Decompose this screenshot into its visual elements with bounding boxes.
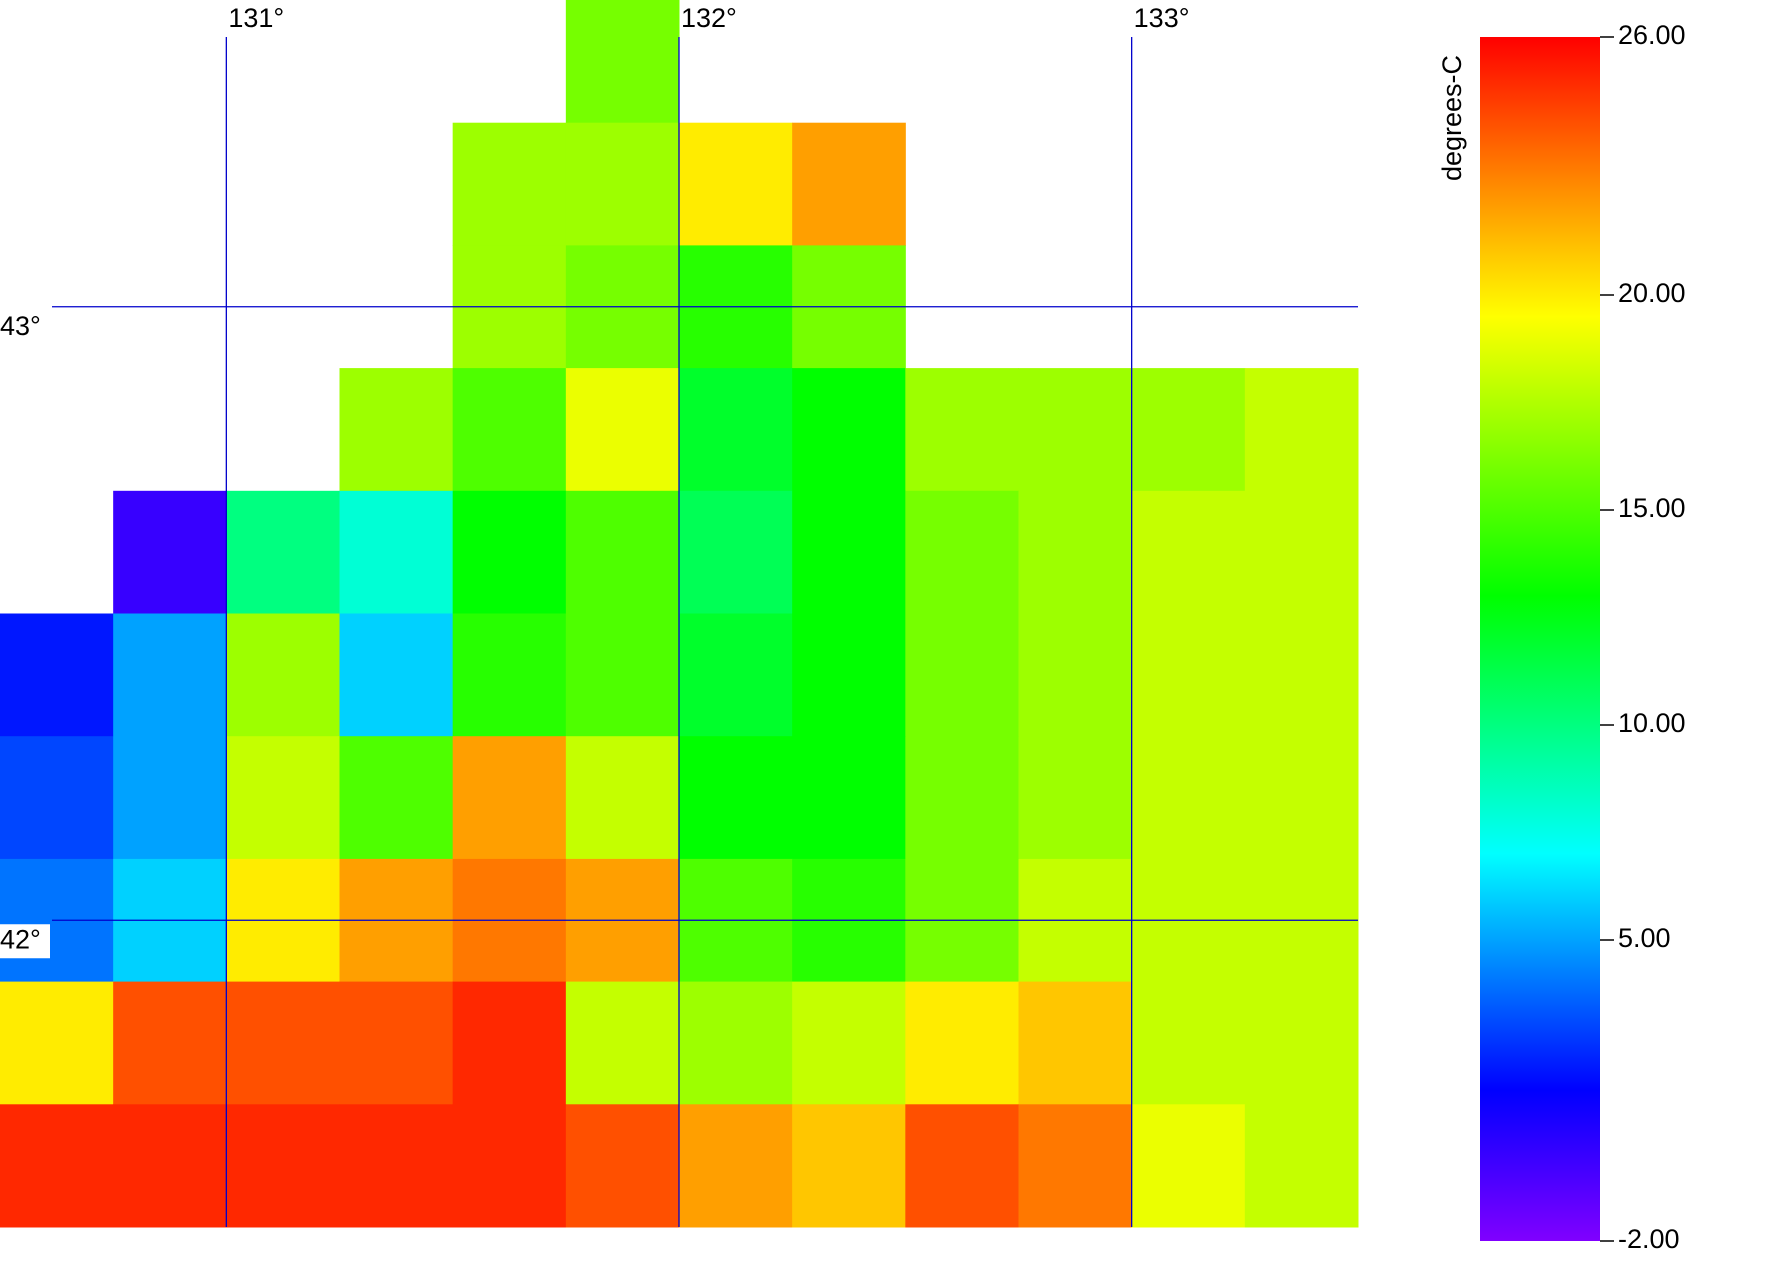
sst-cell [1131,981,1246,1105]
sst-cell [113,981,227,1105]
sst-field [0,0,1359,1228]
sst-cell [452,122,567,246]
sst-cell [792,981,906,1105]
sst-cell [113,736,227,860]
sst-cell [1018,613,1133,737]
sst-cell [792,490,906,614]
sst-cell [565,0,680,124]
sst-cell [565,736,680,860]
sst-cell [1018,736,1133,860]
colorbar-tick-label: -2.00 [1618,1224,1680,1254]
sst-cell [0,613,114,737]
sst-cell [905,1104,1019,1228]
sst-cell [1244,736,1359,860]
sst-cell [905,490,1019,614]
colorbar-tick-label: 20.00 [1618,278,1686,308]
sst-cell [1244,1104,1359,1228]
lon-label: 132° [681,3,737,33]
sst-cell [339,368,454,492]
sst-cell [1244,981,1359,1105]
sst-cell [792,1104,906,1228]
sst-cell [792,613,906,737]
sst-cell [565,122,680,246]
sst-cell [339,981,454,1105]
sst-cell [113,613,227,737]
sst-cell [565,1104,680,1228]
sst-cell [792,122,906,246]
sst-cell [226,981,340,1105]
sst-cell [792,736,906,860]
sst-cell [0,736,114,860]
colorbar-tick-label: 15.00 [1618,493,1686,523]
sst-cell [1131,736,1246,860]
graticule: 131° 132° 133° 43° 42° [0,3,1358,1227]
sst-cell [1244,613,1359,737]
sst-cell [905,736,1019,860]
sst-cell [452,1104,567,1228]
sst-cell [113,1104,227,1228]
sst-cell [1244,368,1359,492]
sst-cell [1131,368,1246,492]
colorbar-tick-label: 10.00 [1618,708,1686,738]
sst-cell [452,490,567,614]
sst-cell [1018,368,1133,492]
sst-cell [679,122,793,246]
colorbar-scale [1480,37,1600,1241]
sst-cell [452,613,567,737]
sst-cell [679,490,793,614]
lon-label-bg [0,924,50,959]
sst-cell [1131,490,1246,614]
sst-cell [679,1104,793,1228]
lon-label-bg [0,310,50,345]
sst-cell [339,736,454,860]
sst-cell [905,613,1019,737]
sst-cell [339,613,454,737]
colorbar-label: degrees-C [1437,55,1467,181]
lon-label: 133° [1134,3,1190,33]
sst-cell [452,736,567,860]
sst-cell [1244,490,1359,614]
sst-cell [565,368,680,492]
sst-cell [679,981,793,1105]
colorbar: 26.00 20.00 15.00 10.00 5.00 -2.00 [1480,20,1686,1254]
sst-cell [0,981,114,1105]
sst-cell [679,736,793,860]
sst-cell [1131,613,1246,737]
sst-cell [1131,1104,1246,1228]
sst-cell [565,981,680,1105]
sst-cell [113,490,227,614]
sst-cell [226,1104,340,1228]
sst-cell [226,613,340,737]
sst-cell [905,368,1019,492]
sst-cell [565,613,680,737]
colorbar-tick-label: 5.00 [1618,923,1671,953]
sst-cell [1018,981,1133,1105]
sst-cell [226,736,340,860]
sst-cell [339,490,454,614]
sst-cell [905,981,1019,1105]
lon-label: 131° [228,3,284,33]
sst-cell [792,368,906,492]
sst-cell [0,1104,114,1228]
sst-cell [226,490,340,614]
sst-cell [1018,1104,1133,1228]
sst-cell [1018,490,1133,614]
sst-cell [679,613,793,737]
sst-cell [339,1104,454,1228]
sst-cell [452,368,567,492]
sst-cell [452,981,567,1105]
lat-label: 42° [0,924,41,954]
lat-label: 43° [0,311,41,341]
sst-cell [679,368,793,492]
sst-cell [565,490,680,614]
colorbar-tick-label: 26.00 [1618,20,1686,50]
